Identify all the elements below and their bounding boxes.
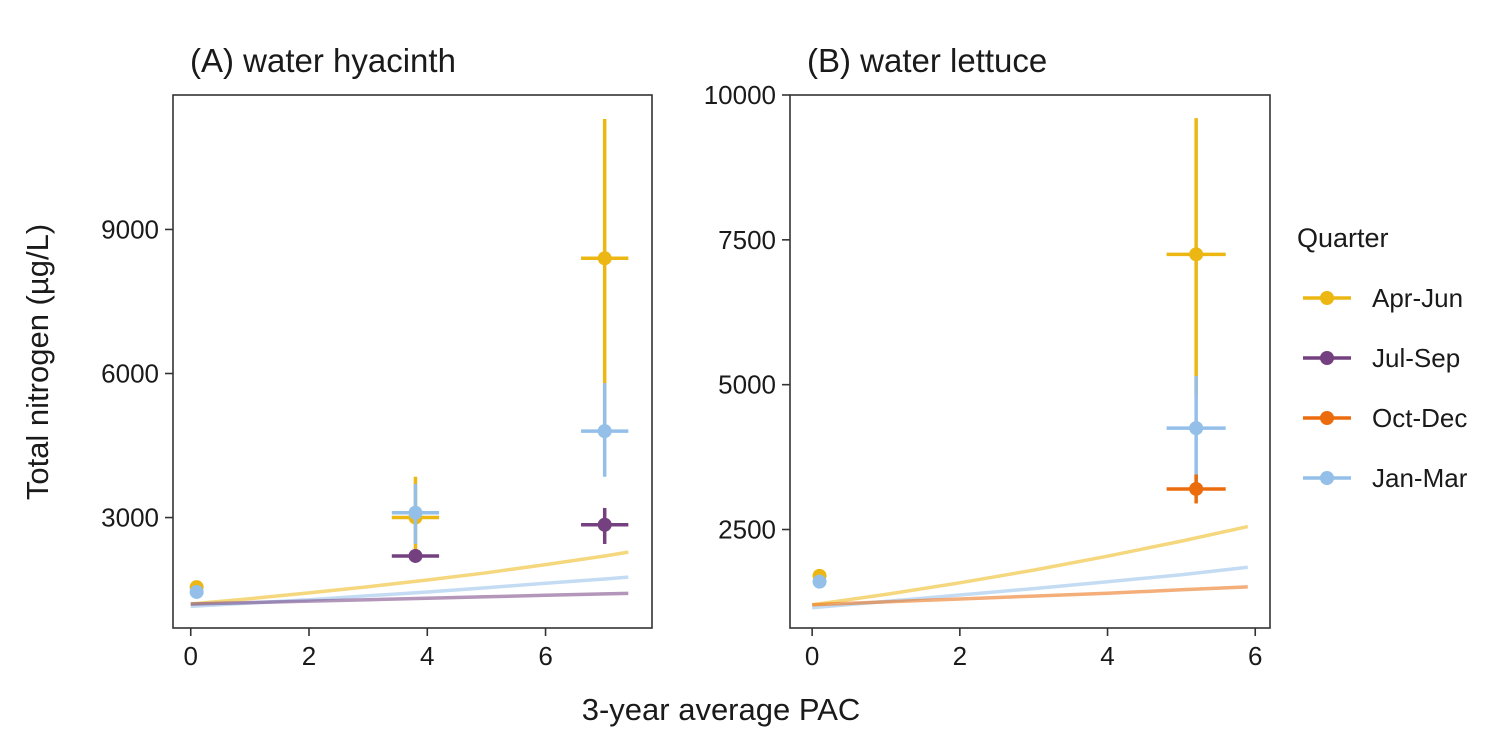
x-tick-label: 2 (953, 641, 967, 671)
legend-label: Oct-Dec (1372, 403, 1467, 433)
data-point-jan-mar (391, 483, 440, 544)
legend-key-point (1320, 471, 1334, 485)
fit-line-apr-jun (190, 550, 629, 606)
point-marker (812, 574, 827, 589)
legend-label: Jan-Mar (1372, 463, 1468, 493)
fit-line-oct-dec (812, 585, 1248, 607)
y-axis-title: Total nitrogen (µg/L) (20, 224, 55, 500)
legend-entry-jul-sep: Jul-Sep (1303, 343, 1460, 373)
legend-entry-jan-mar: Jan-Mar (1303, 463, 1468, 493)
legend: Quarter Apr-Jun Jul-Sep Oct-Dec Jan-Mar (1297, 223, 1468, 493)
point-marker (1189, 481, 1204, 496)
panel-2: (B) water lettuce 0 2 4 6 2500 5000 7500 10000 (704, 42, 1271, 671)
legend-entry-apr-jun: Apr-Jun (1303, 283, 1463, 313)
point-marker (1189, 247, 1204, 262)
fit-line-apr-jun (811, 524, 1249, 607)
data-point-apr-jun (581, 119, 629, 432)
data-point-jul-sep (581, 507, 629, 544)
point-marker (408, 548, 423, 563)
x-tick-label: 0 (805, 641, 819, 671)
data-point-jan-mar (189, 584, 204, 599)
panel-title: (A) water hyacinth (190, 42, 456, 79)
x-tick-label: 6 (538, 641, 552, 671)
point-marker (597, 517, 612, 532)
panel-border (789, 94, 1271, 629)
x-axis-title: 3-year average PAC (582, 692, 861, 727)
x-tick-label: 6 (1248, 641, 1262, 671)
point-marker (189, 584, 204, 599)
y-tick-label: 6000 (101, 359, 159, 389)
point-marker (597, 251, 612, 266)
data-point-oct-dec (1166, 474, 1226, 504)
y-tick-label: 2500 (718, 515, 776, 545)
data-point-jan-mar (812, 574, 827, 589)
fit-line-jul-sep (190, 591, 629, 606)
y-tick-label: 3000 (101, 503, 159, 533)
panel-1: (A) water hyacinth 0 2 4 6 3000 6000 9000 (101, 42, 653, 671)
x-tick-label: 2 (302, 641, 316, 671)
point-marker (597, 424, 612, 439)
legend-label: Jul-Sep (1372, 343, 1460, 373)
panel-border (172, 94, 653, 629)
legend-label: Apr-Jun (1372, 283, 1463, 313)
panel-title: (B) water lettuce (807, 42, 1047, 79)
y-tick-label: 7500 (718, 225, 776, 255)
legend-key-point (1320, 291, 1334, 305)
x-tick-label: 4 (1100, 641, 1114, 671)
point-marker (408, 505, 423, 520)
y-tick-label: 9000 (101, 214, 159, 244)
x-tick-label: 0 (184, 641, 198, 671)
data-point-apr-jun (1166, 118, 1226, 397)
y-tick-label: 10000 (704, 80, 776, 110)
legend-key-point (1320, 411, 1334, 425)
data-point-jan-mar (581, 383, 629, 477)
legend-entry-oct-dec: Oct-Dec (1303, 403, 1467, 433)
legend-title: Quarter (1297, 223, 1389, 253)
panels-layer: (A) water hyacinth 0 2 4 6 3000 6000 9000 (B) wa… (101, 42, 1271, 671)
point-marker (1189, 421, 1204, 436)
data-point-jan-mar (1166, 375, 1226, 484)
x-tick-label: 4 (420, 641, 434, 671)
data-point-jul-sep (391, 548, 440, 563)
legend-key-point (1320, 351, 1334, 365)
y-tick-label: 5000 (718, 370, 776, 400)
